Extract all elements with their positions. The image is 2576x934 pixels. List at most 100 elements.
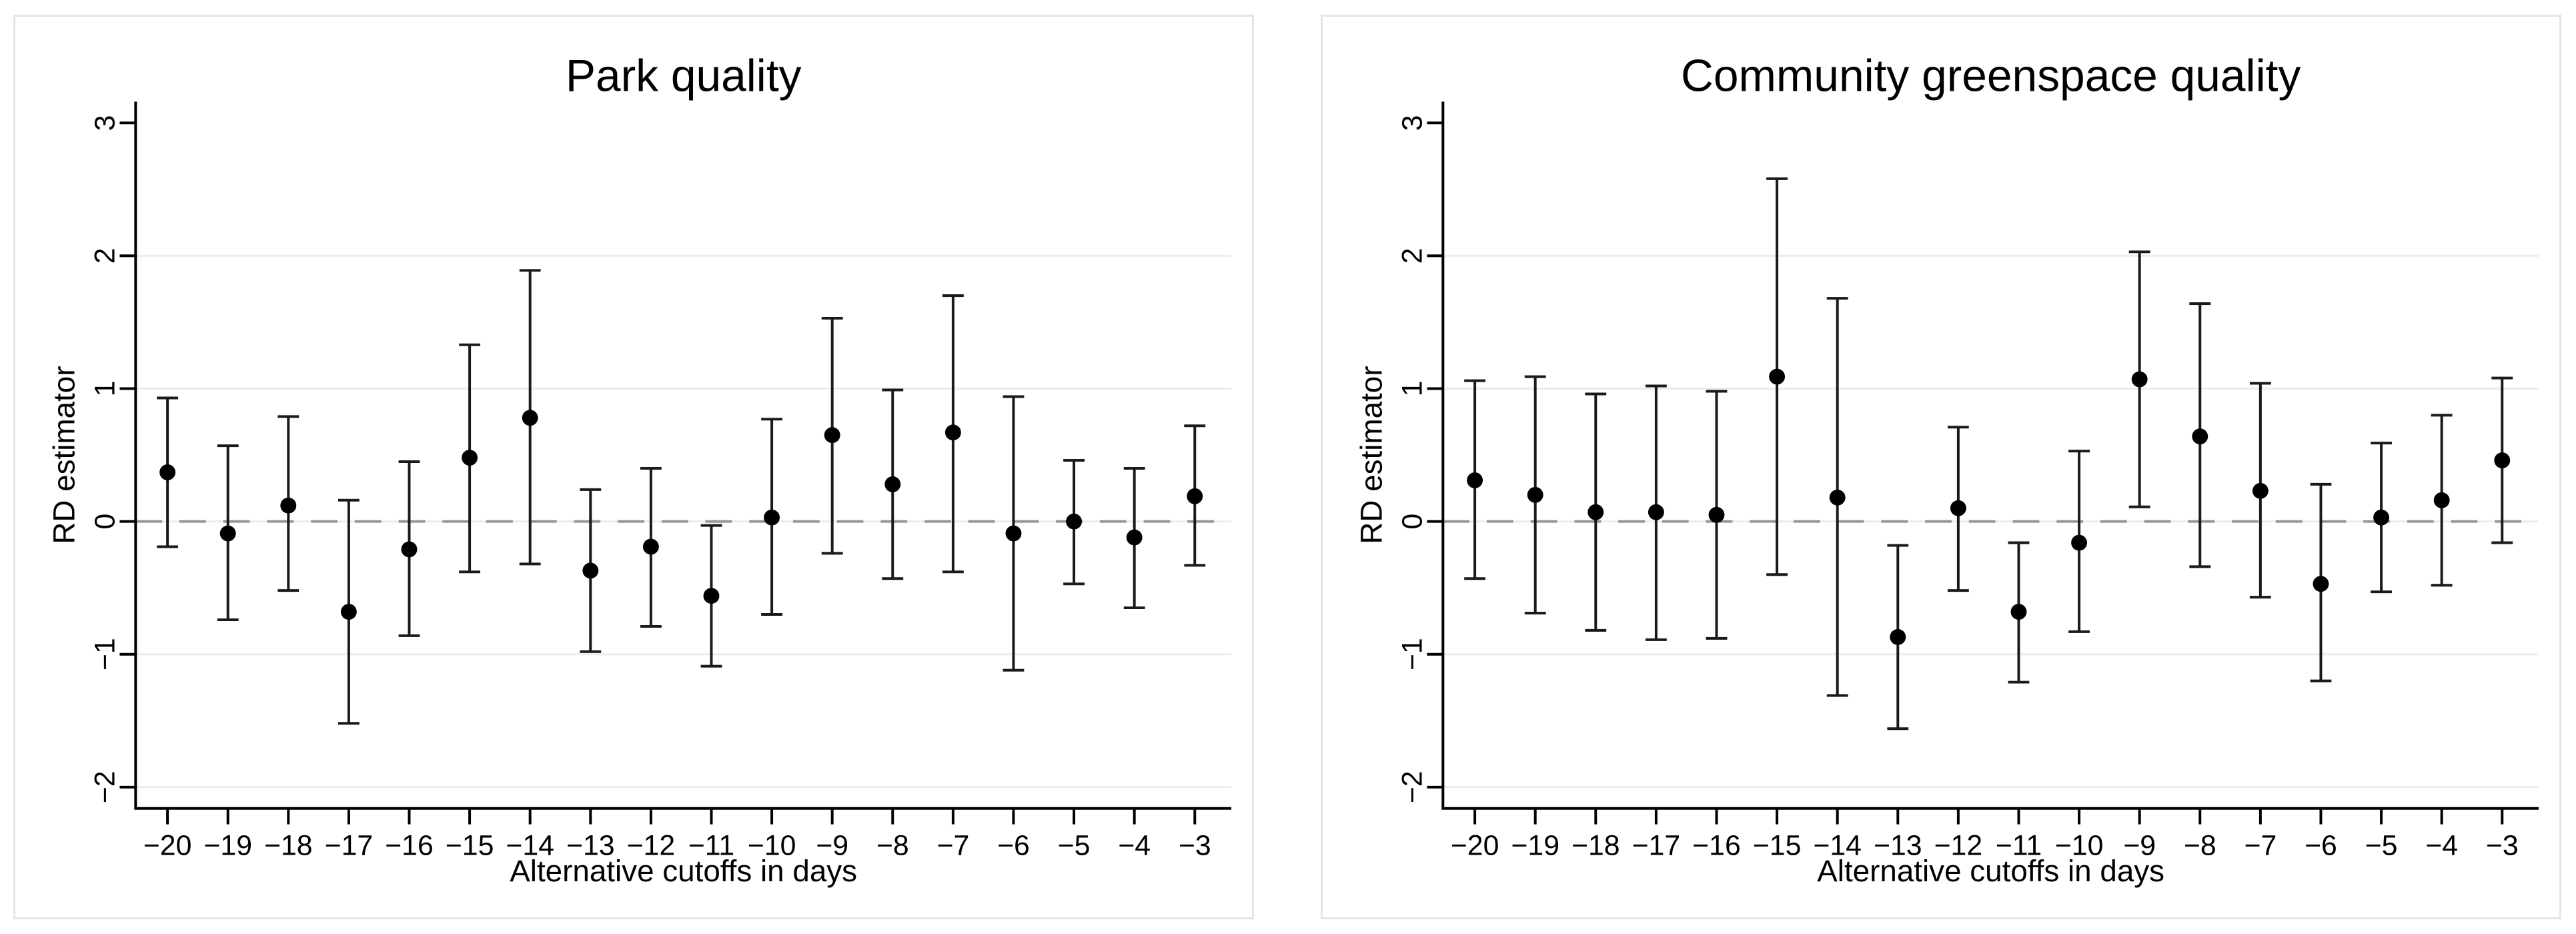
x-tick-label--17: −17 <box>1632 829 1681 861</box>
point-estimate--13 <box>582 562 599 579</box>
x-tick-label--10: −10 <box>2055 829 2104 861</box>
x-tick-label--15: −15 <box>446 829 494 861</box>
point-estimate--5 <box>2373 509 2390 526</box>
x-tick-label--11: −11 <box>688 829 734 861</box>
point-estimate--7 <box>2252 482 2269 499</box>
x-tick-label--11: −11 <box>1996 829 2042 861</box>
y-tick-label-1: 1 <box>1396 381 1428 397</box>
point-estimate--19 <box>219 525 236 542</box>
x-tick-label--7: −7 <box>936 829 969 861</box>
point-estimate--14 <box>522 410 538 426</box>
error-bar-layer <box>157 269 1206 725</box>
x-tick-label--16: −16 <box>385 829 434 861</box>
point-estimate--18 <box>1587 504 1604 520</box>
x-tick-label--5: −5 <box>1058 829 1091 861</box>
point-estimate--16 <box>401 541 418 558</box>
error-bar-layer <box>1464 177 2513 731</box>
axis-layer <box>1427 101 2539 825</box>
y-tick-label-1: 1 <box>89 381 121 397</box>
y-tick-label-2: 2 <box>1396 248 1428 264</box>
x-tick-label--12: −12 <box>627 829 676 861</box>
y-tick-label--1: −1 <box>1396 638 1428 670</box>
x-tick-label--14: −14 <box>506 829 554 861</box>
marker-layer <box>159 410 1203 620</box>
chart-title: Park quality <box>566 51 802 101</box>
point-estimate--10 <box>2071 534 2088 551</box>
point-estimate--6 <box>2313 576 2329 592</box>
x-axis-title: Alternative cutoffs in days <box>510 854 857 888</box>
point-estimate--8 <box>2192 428 2208 445</box>
y-tick-label-0: 0 <box>1396 514 1428 530</box>
x-tick-label--12: −12 <box>1934 829 1983 861</box>
x-tick-label--3: −3 <box>1179 829 1211 861</box>
x-tick-label--16: −16 <box>1692 829 1741 861</box>
x-tick-label--4: −4 <box>2425 829 2458 861</box>
panel-park-quality: 3 2 1 0 −1 −2 −20 −19 −18 −17 −16 −15 −14 −13 −12 −11 −1… <box>13 15 1254 919</box>
point-estimate--15 <box>1769 368 1786 385</box>
chart-title: Community greenspace quality <box>1681 51 2301 101</box>
point-estimate--4 <box>2433 492 2450 508</box>
community-greenspace-quality-chart: 3 2 1 0 −1 −2 −20 −19 −18 −17 −16 −15 −14 −13 −12 −11 −1… <box>1355 51 2539 888</box>
point-estimate--9 <box>2131 371 2148 388</box>
point-estimate--3 <box>1187 488 1203 504</box>
x-tick-label--7: −7 <box>2244 829 2277 861</box>
x-tick-label--19: −19 <box>1511 829 1559 861</box>
point-estimate--4 <box>1126 529 1143 546</box>
point-estimate--17 <box>340 604 357 620</box>
point-estimate--12 <box>642 538 659 555</box>
x-tick-label--17: −17 <box>325 829 374 861</box>
point-estimate--10 <box>764 509 780 526</box>
point-estimate--12 <box>1950 500 1966 516</box>
axis-layer <box>119 101 1232 825</box>
x-tick-label--9: −9 <box>816 829 848 861</box>
x-tick-label--6: −6 <box>997 829 1030 861</box>
point-estimate--18 <box>280 497 297 514</box>
point-estimate--15 <box>462 450 478 466</box>
point-estimate--8 <box>884 476 901 492</box>
point-estimate--17 <box>1648 504 1664 520</box>
y-tick-label-3: 3 <box>89 115 121 131</box>
point-estimate--19 <box>1527 486 1543 503</box>
x-tick-label--6: −6 <box>2305 829 2337 861</box>
x-tick-label--8: −8 <box>2184 829 2216 861</box>
x-tick-label--18: −18 <box>264 829 313 861</box>
tick-label-layer: 3 2 1 0 −1 −2 −20 −19 −18 −17 −16 −15 −14 −13 −12 −11 −1… <box>89 115 1211 861</box>
x-tick-label--13: −13 <box>1874 829 1922 861</box>
x-tick-label--14: −14 <box>1813 829 1862 861</box>
point-estimate--20 <box>159 464 176 480</box>
point-estimate--5 <box>1066 513 1083 530</box>
y-axis-title: RD estimator <box>1355 366 1389 544</box>
point-estimate--7 <box>944 424 961 441</box>
x-tick-label--15: −15 <box>1753 829 1802 861</box>
x-tick-label--5: −5 <box>2365 829 2398 861</box>
y-tick-label-2: 2 <box>89 248 121 264</box>
point-estimate--9 <box>824 427 840 444</box>
y-tick-label-0: 0 <box>89 514 121 530</box>
point-estimate--20 <box>1467 472 1483 488</box>
x-tick-label--9: −9 <box>2123 829 2156 861</box>
x-tick-label--20: −20 <box>143 829 192 861</box>
x-tick-label--20: −20 <box>1451 829 1499 861</box>
x-tick-label--8: −8 <box>876 829 909 861</box>
point-estimate--14 <box>1829 489 1846 506</box>
panel-community-greenspace-quality: 3 2 1 0 −1 −2 −20 −19 −18 −17 −16 −15 −14 −13 −12 −11 −1… <box>1321 15 2561 919</box>
marker-layer <box>1467 368 2511 645</box>
x-tick-label--3: −3 <box>2486 829 2519 861</box>
point-estimate--3 <box>2494 452 2511 468</box>
x-axis-title: Alternative cutoffs in days <box>1817 854 2164 888</box>
x-tick-label--19: −19 <box>203 829 252 861</box>
point-estimate--16 <box>1708 506 1725 523</box>
point-estimate--13 <box>1890 628 1906 645</box>
x-tick-label--4: −4 <box>1118 829 1151 861</box>
x-tick-label--13: −13 <box>566 829 615 861</box>
y-tick-label-3: 3 <box>1396 115 1428 131</box>
y-tick-label--2: −2 <box>1396 771 1428 803</box>
x-tick-label--18: −18 <box>1571 829 1620 861</box>
tick-label-layer: 3 2 1 0 −1 −2 −20 −19 −18 −17 −16 −15 −14 −13 −12 −11 −1… <box>1396 115 2518 861</box>
y-tick-label--2: −2 <box>89 771 121 803</box>
park-quality-chart: 3 2 1 0 −1 −2 −20 −19 −18 −17 −16 −15 −14 −13 −12 −11 −1… <box>47 51 1232 888</box>
point-estimate--11 <box>2010 604 2027 620</box>
point-estimate--11 <box>703 588 720 604</box>
y-axis-title: RD estimator <box>47 366 81 544</box>
